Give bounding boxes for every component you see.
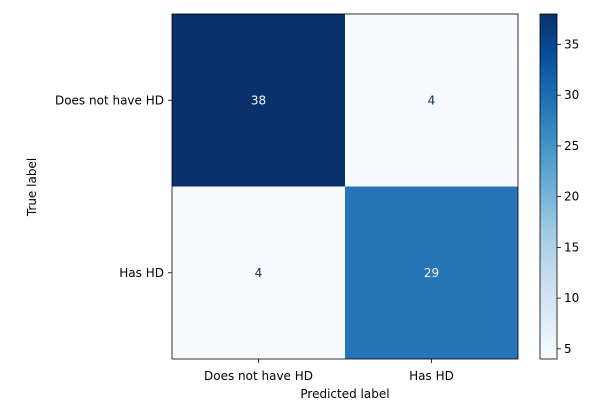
colorbar-tick-label: 25 bbox=[564, 139, 579, 153]
matrix-cell-value-1-1: 29 bbox=[424, 266, 439, 280]
matrix-cell-1-1 bbox=[345, 186, 518, 359]
matrix-cell-1-0 bbox=[172, 186, 345, 359]
colorbar-ticks: 5 10 15 20 25 30 35 bbox=[557, 37, 579, 356]
matrix-cell-0-1 bbox=[345, 14, 518, 187]
y-axis-ticks: Does not have HD Has HD bbox=[55, 93, 172, 280]
colorbar-tick-label: 30 bbox=[564, 88, 579, 102]
colorbar-tick-label: 20 bbox=[564, 190, 579, 204]
y-axis-label: True label bbox=[25, 158, 39, 217]
colorbar-tick-label: 10 bbox=[564, 291, 579, 305]
x-tick-label: Has HD bbox=[409, 369, 454, 383]
matrix-cell-0-0 bbox=[172, 14, 345, 187]
y-tick-label: Does not have HD bbox=[55, 93, 164, 107]
matrix-cell-value-0-0: 38 bbox=[251, 93, 266, 107]
matrix-cell-value-0-1: 4 bbox=[428, 93, 436, 107]
colorbar-tick-label: 15 bbox=[564, 240, 579, 254]
x-axis-ticks: Does not have HD Has HD bbox=[204, 359, 454, 383]
matrix-cell-labels: 38 4 4 29 bbox=[251, 93, 439, 280]
matrix-cells bbox=[172, 14, 518, 359]
x-axis-label: Predicted label bbox=[300, 387, 389, 401]
plot-frame bbox=[171, 13, 519, 360]
y-tick-label: Has HD bbox=[119, 266, 164, 280]
x-tick-label: Does not have HD bbox=[204, 369, 313, 383]
colorbar-tick-label: 5 bbox=[564, 342, 572, 356]
colorbar bbox=[540, 14, 557, 359]
matrix-cell-value-1-0: 4 bbox=[255, 266, 263, 280]
colorbar-tick-label: 35 bbox=[564, 37, 579, 51]
colorbar-frame bbox=[539, 13, 558, 360]
